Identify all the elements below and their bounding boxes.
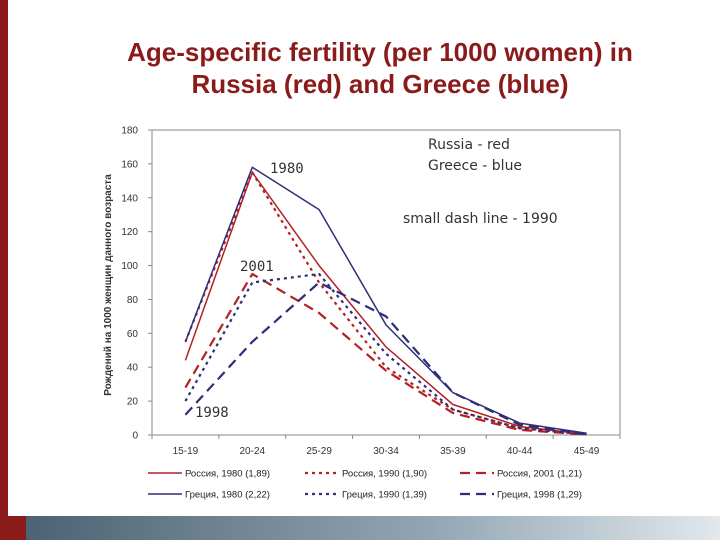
x-tick-label: 40-44 (507, 446, 533, 457)
y-axis-label: Рождений на 1000 женщин данного возраста (103, 174, 114, 396)
y-tick-label: 60 (127, 329, 139, 340)
plot-area (151, 129, 621, 436)
y-tick-label: 120 (121, 227, 138, 238)
legend-label-4: Греция, 1990 (1,39) (342, 490, 427, 501)
series-line-4 (184, 272, 587, 436)
x-tick-label: 30-34 (373, 446, 399, 457)
series-line-2 (184, 272, 587, 436)
legend-label-0: Россия, 1980 (1,89) (185, 469, 270, 480)
y-tick-label: 20 (127, 397, 139, 408)
x-tick-label: 15-19 (173, 446, 199, 457)
legend-label-1: Россия, 1990 (1,90) (342, 469, 427, 480)
annotation-1980: 1980 (270, 161, 304, 177)
slide-title-line-2: Russia (red) and Greece (blue) (191, 69, 569, 99)
annotation-greece-blue: Greece - blue (428, 158, 522, 174)
annotation-russia-red: Russia - red (428, 137, 510, 153)
bottom-gradient-bar (0, 516, 720, 540)
series-line-3 (184, 166, 587, 435)
y-axis: Рождений на 1000 женщин данного возраста… (103, 126, 152, 442)
y-tick-label: 100 (121, 261, 138, 272)
y-tick-label: 40 (127, 363, 139, 374)
x-tick-label: 35-39 (440, 446, 466, 457)
plot-border (151, 129, 621, 436)
series-lines (184, 166, 587, 436)
x-tick-label: 20-24 (239, 446, 265, 457)
annotation-1998: 1998 (195, 405, 229, 421)
chart-annotations: 1980 2001 1998 Russia - red Greece - blu… (195, 137, 558, 421)
slide-title: Age-specific fertility (per 1000 women) … (40, 36, 720, 100)
legend-label-3: Греция, 1980 (2,22) (185, 490, 270, 501)
left-accent-bar (0, 0, 8, 540)
legend-label-2: Россия, 2001 (1,21) (497, 469, 582, 480)
y-tick-label: 0 (132, 431, 138, 442)
y-tick-label: 160 (121, 159, 138, 170)
slide-title-line-1: Age-specific fertility (per 1000 women) … (127, 37, 633, 67)
y-tick-label: 80 (127, 295, 139, 306)
annotation-2001: 2001 (240, 259, 274, 275)
series-line-5 (184, 281, 587, 436)
legend-label-5: Греция, 1998 (1,29) (497, 490, 582, 501)
x-tick-label: 25-29 (306, 446, 332, 457)
y-tick-label: 140 (121, 193, 138, 204)
x-tick-label: 45-49 (574, 446, 600, 457)
y-tick-label: 180 (121, 126, 138, 137)
chart-legend: Россия, 1980 (1,89) Россия, 1990 (1,90) Ро… (148, 469, 582, 501)
x-axis: 15-19 20-24 25-29 30-34 35-39 40-44 45-49 (151, 435, 621, 457)
annotation-small-dash: small dash line - 1990 (403, 211, 558, 227)
